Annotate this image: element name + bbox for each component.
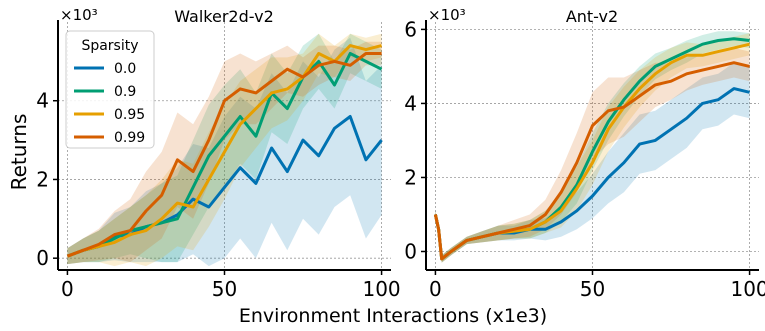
band-walker2d-0.99 (67, 41, 382, 265)
band-ant-0.95 (435, 33, 750, 263)
series-line-walker2d-0.9 (66, 52, 383, 258)
series-line-ant-0.99 (433, 61, 750, 261)
legend-label-0.99: 0.99 (114, 130, 145, 146)
series-line-walker2d-0.99 (66, 52, 382, 258)
x-tick-label: 50 (580, 277, 605, 301)
y-multiplier-ant: ×10³ (428, 6, 466, 24)
y-tick-label: 4 (36, 89, 49, 113)
panel-ant: Ant-v2 ×10³ 0 50 100 0 2 4 6 (404, 6, 765, 301)
band-ant-0.9 (435, 31, 750, 263)
x-tick-label: 0 (429, 277, 442, 301)
y-axis-label: Returns (7, 114, 31, 191)
series-line-walker2d-0.95 (66, 44, 382, 258)
y-tick-label: 2 (36, 167, 49, 191)
y-multiplier-walker2d: ×10³ (60, 6, 98, 24)
panel-walker2d: Walker2d-v2 ×10³ 0 50 100 0 2 4 (36, 6, 400, 301)
y-tick-label: 0 (404, 239, 417, 263)
band-ant-0.0 (435, 62, 750, 263)
x-tick-label: 50 (212, 277, 237, 301)
x-tick-label: 0 (61, 277, 74, 301)
legend-label-0.95: 0.95 (114, 107, 145, 123)
panel-title-ant: Ant-v2 (566, 7, 618, 26)
band-ant-0.99 (435, 47, 750, 263)
legend-label-0.9: 0.9 (114, 84, 136, 100)
y-tick-label: 2 (404, 165, 417, 189)
legend-label-0.0: 0.0 (114, 61, 136, 77)
y-tick-label: 4 (404, 91, 417, 115)
x-tick-label: 100 (362, 277, 400, 301)
legend: Sparsity 0.0 0.9 0.95 0.99 (65, 30, 155, 149)
legend-title: Sparsity (81, 38, 138, 54)
panel-title-walker2d: Walker2d-v2 (174, 7, 274, 26)
y-tick-label: 6 (404, 17, 417, 41)
y-tick-label: 0 (36, 246, 49, 270)
x-tick-label: 100 (730, 277, 765, 301)
x-axis-label: Environment Interactions (x1e3) (239, 305, 547, 327)
legend-box (65, 30, 155, 149)
